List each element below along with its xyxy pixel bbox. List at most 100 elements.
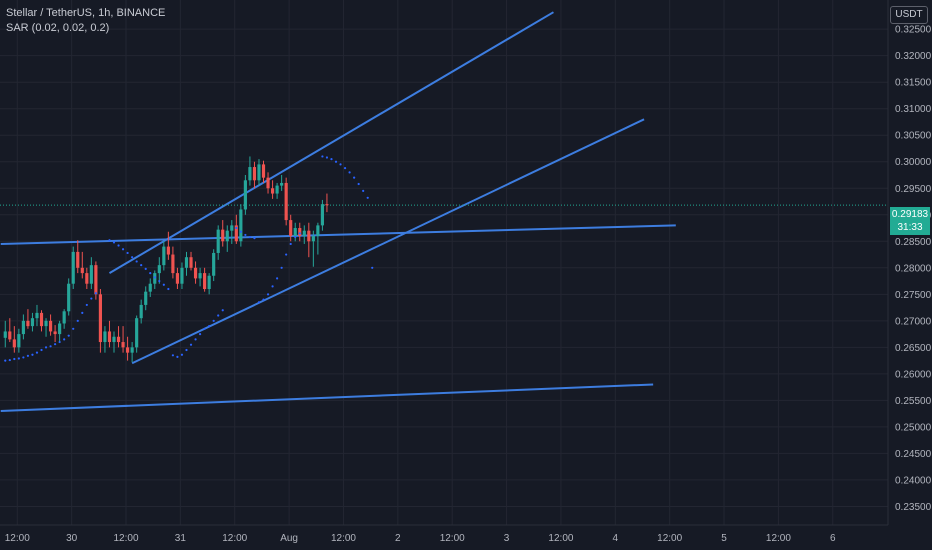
- price-axis[interactable]: 0.32500 0.32000 0.31500 0.31000 0.30500 0.300…: [895, 25, 932, 513]
- trendline-lower-channel: [131, 118, 645, 365]
- candle-body: [148, 283, 152, 292]
- time-axis[interactable]: 12:00 30 12:00 31 12:00 Aug 12:00 2 12:00 3 12:00 4…: [5, 533, 836, 544]
- candle-body: [307, 230, 311, 242]
- sar-dot: [63, 338, 66, 341]
- candle-body: [85, 273, 89, 284]
- sar-dot: [271, 285, 274, 288]
- sar-dot: [40, 348, 43, 352]
- candlesticks[interactable]: [3, 156, 329, 363]
- price-tick-label: 0.27000: [895, 316, 932, 327]
- candle-body: [157, 265, 161, 274]
- price-tick-label: 0.31000: [895, 104, 932, 115]
- price-tick-label: 0.24000: [895, 475, 932, 486]
- candle-body: [180, 267, 184, 284]
- candle-body: [216, 229, 220, 253]
- candle-body: [221, 229, 225, 242]
- candle-body: [298, 228, 302, 236]
- sar-dot: [158, 279, 161, 283]
- sar-dot: [253, 237, 256, 240]
- sar-dot: [212, 319, 215, 322]
- sar-dot: [31, 353, 34, 356]
- currency-button[interactable]: USDT: [890, 6, 928, 24]
- candle-body: [266, 177, 270, 189]
- sar-dot: [339, 163, 342, 166]
- candle-body: [76, 251, 80, 268]
- indicator-label[interactable]: SAR (0.02, 0.02, 0.2): [6, 22, 110, 34]
- candle-body: [26, 320, 30, 327]
- sar-dot: [289, 242, 292, 246]
- candle-body: [234, 225, 238, 242]
- time-tick-label: 5: [721, 533, 727, 544]
- sar-dot: [4, 359, 7, 362]
- candle-body: [121, 342, 125, 348]
- time-tick-label: 3: [504, 533, 510, 544]
- trendline-lower-support: [0, 383, 654, 412]
- sar-dot: [298, 232, 301, 235]
- candle-body: [98, 294, 102, 343]
- candle-body: [230, 225, 234, 231]
- candle-body: [225, 230, 229, 242]
- candle-body: [3, 331, 7, 338]
- sar-dot: [117, 244, 120, 247]
- price-tick-label: 0.25500: [895, 396, 932, 407]
- sar-dot: [276, 277, 279, 280]
- candle-body: [12, 339, 16, 348]
- time-tick-label: 12:00: [5, 533, 30, 544]
- price-tick-label: 0.30500: [895, 131, 932, 142]
- sar-dot: [280, 266, 283, 269]
- candle-body: [30, 318, 35, 327]
- sar-dot: [94, 292, 97, 295]
- sar-dot: [8, 358, 11, 362]
- sar-dot: [353, 176, 356, 179]
- sar-dot: [262, 298, 265, 301]
- candle-body: [289, 220, 293, 236]
- sar-dot: [248, 235, 252, 239]
- price-tick-label: 0.31500: [895, 78, 932, 89]
- time-tick-label: 12:00: [766, 533, 791, 544]
- sar-dot: [140, 264, 143, 267]
- sar-dot: [325, 156, 329, 159]
- sar-dot: [176, 355, 179, 358]
- time-tick-label: 12:00: [113, 533, 138, 544]
- trendlines[interactable]: [0, 11, 676, 412]
- sar-dot: [44, 346, 48, 349]
- price-tick-label: 0.28000: [895, 263, 932, 274]
- time-tick-label: 4: [613, 533, 619, 544]
- sar-dot: [131, 256, 134, 259]
- candle-body: [144, 291, 148, 305]
- sar-dot: [185, 348, 188, 352]
- price-tick-label: 0.30000: [895, 157, 932, 168]
- candle-body: [53, 331, 57, 335]
- candle-body: [89, 265, 93, 284]
- symbol-title[interactable]: Stellar / TetherUS, 1h, BINANCE: [6, 7, 166, 19]
- last-price-value: 0.29183: [891, 209, 929, 220]
- sar-dot: [343, 167, 347, 170]
- sar-dot: [366, 196, 369, 199]
- time-tick-label: 12:00: [222, 533, 247, 544]
- time-tick-label: 2: [395, 533, 401, 544]
- sar-dot: [54, 343, 57, 346]
- candle-body: [189, 257, 193, 268]
- sar-dot: [362, 189, 365, 193]
- sar-dot: [171, 354, 174, 357]
- time-tick-label: 6: [830, 533, 836, 544]
- candle-body: [162, 246, 166, 266]
- candle-body: [243, 180, 247, 210]
- time-tick-label: 12:00: [657, 533, 682, 544]
- candle-body: [280, 182, 284, 186]
- sar-dot: [144, 267, 147, 270]
- candle-body: [130, 347, 134, 353]
- sar-dot: [198, 332, 202, 336]
- trendline-upper-channel: [108, 11, 554, 274]
- candle-body: [275, 185, 279, 194]
- sar-dot: [266, 293, 270, 296]
- chart-legend: Stellar / TetherUS, 1h, BINANCE SAR (0.0…: [6, 6, 165, 36]
- sar-dot: [244, 233, 247, 237]
- price-tick-label: 0.23500: [895, 502, 932, 513]
- sar-dot: [321, 155, 324, 158]
- trendline-horizontal-resistance: [0, 224, 676, 245]
- candle-body: [139, 304, 143, 319]
- sar-dot: [35, 351, 39, 354]
- sar-dot: [17, 357, 20, 360]
